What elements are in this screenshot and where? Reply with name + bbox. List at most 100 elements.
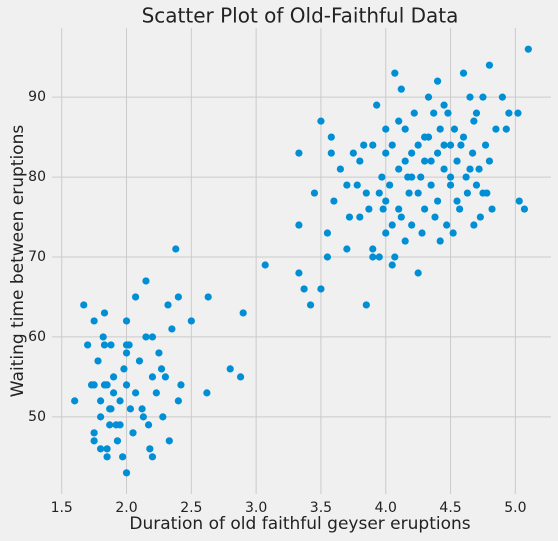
scatter-point [417, 173, 425, 181]
scatter-point [129, 429, 137, 437]
scatter-point [343, 181, 351, 189]
scatter-point [382, 197, 390, 205]
x-tick-label: 3.0 [245, 500, 267, 516]
scatter-point [330, 197, 338, 205]
chart-title: Scatter Plot of Old-Faithful Data [142, 4, 459, 28]
scatter-point [459, 133, 468, 141]
scatter-point [505, 109, 513, 117]
scatter-point [106, 421, 114, 429]
scatter-point [323, 253, 332, 261]
scatter-point [155, 349, 163, 357]
y-tick-label: 60 [28, 329, 46, 345]
scatter-point [295, 221, 303, 229]
scatter-point [408, 149, 416, 157]
scatter-point [100, 341, 109, 349]
scatter-point [397, 213, 405, 221]
scatter-point [261, 261, 269, 269]
scatter-point [401, 237, 409, 245]
scatter-point [142, 277, 150, 285]
scatter-point [453, 197, 461, 205]
scatter-point [405, 189, 413, 197]
scatter-point [122, 381, 131, 389]
scatter-point [90, 317, 98, 325]
scatter-point [446, 141, 455, 149]
scatter-point [119, 453, 127, 461]
scatter-point [327, 149, 335, 157]
x-tick-label: 5.0 [504, 500, 526, 516]
scatter-point [424, 93, 433, 101]
scatter-point [116, 397, 124, 405]
scatter-point [373, 101, 381, 109]
scatter-point [414, 189, 422, 197]
scatter-point [391, 253, 399, 261]
scatter-point [388, 141, 396, 149]
scatter-point [122, 349, 131, 357]
scatter-point [468, 149, 477, 157]
scatter-point [498, 93, 506, 101]
scatter-point [421, 133, 429, 141]
scatter-point [433, 197, 442, 205]
scatter-point [481, 141, 490, 149]
scatter-point [388, 261, 396, 269]
scatter-point [365, 205, 373, 213]
scatter-point [369, 141, 377, 149]
scatter-point [488, 205, 496, 213]
scatter-point [391, 69, 399, 77]
scatter-point [395, 117, 403, 125]
scatter-point [418, 229, 426, 237]
scatter-point [94, 357, 102, 365]
scatter-point [109, 373, 118, 381]
scatter-point [177, 381, 185, 389]
scatter-point [479, 93, 487, 101]
scatter-point [485, 61, 494, 69]
scatter-point [353, 181, 361, 189]
scatter-point [444, 109, 452, 117]
scatter-point [446, 181, 455, 189]
scatter-point [295, 149, 303, 157]
scatter-point [395, 165, 403, 173]
scatter-point [427, 181, 435, 189]
scatter-point [71, 397, 79, 405]
scatter-point [470, 221, 478, 229]
x-tick-label: 4.0 [375, 500, 397, 516]
scatter-point [203, 389, 211, 397]
scatter-point [433, 77, 442, 85]
scatter-point [300, 285, 308, 293]
scatter-point [356, 157, 364, 165]
scatter-point [479, 189, 487, 197]
y-tick-label: 70 [28, 249, 46, 265]
scatter-point [317, 117, 325, 125]
scatter-point [414, 141, 422, 149]
scatter-point [421, 205, 429, 213]
scatter-point [120, 365, 128, 373]
scatter-point [397, 85, 405, 93]
x-tick-label: 2.0 [115, 500, 137, 516]
scatter-point [103, 381, 111, 389]
scatter-point [449, 229, 457, 237]
scatter-point [100, 309, 109, 317]
scatter-point [440, 101, 448, 109]
scatter-point [80, 301, 88, 309]
scatter-point [107, 341, 115, 349]
scatter-point [139, 413, 147, 421]
y-tick-label: 90 [28, 89, 46, 105]
y-tick-label: 80 [28, 169, 46, 185]
scatter-point [440, 165, 448, 173]
scatter-point [90, 381, 98, 389]
x-tick-label: 2.5 [180, 500, 202, 516]
scatter-point [395, 205, 403, 213]
x-tick-label: 4.5 [439, 500, 461, 516]
scatter-point [157, 365, 166, 373]
scatter-point [187, 317, 195, 325]
scatter-point [485, 157, 494, 165]
scatter-point [362, 301, 370, 309]
scatter-point [408, 173, 416, 181]
scatter-point [310, 189, 319, 197]
scatter-point [440, 141, 448, 149]
scatter-point [148, 453, 157, 461]
scatter-point [459, 69, 468, 77]
scatter-point [476, 213, 484, 221]
scatter-point [236, 373, 245, 381]
scatter-point [446, 173, 455, 181]
